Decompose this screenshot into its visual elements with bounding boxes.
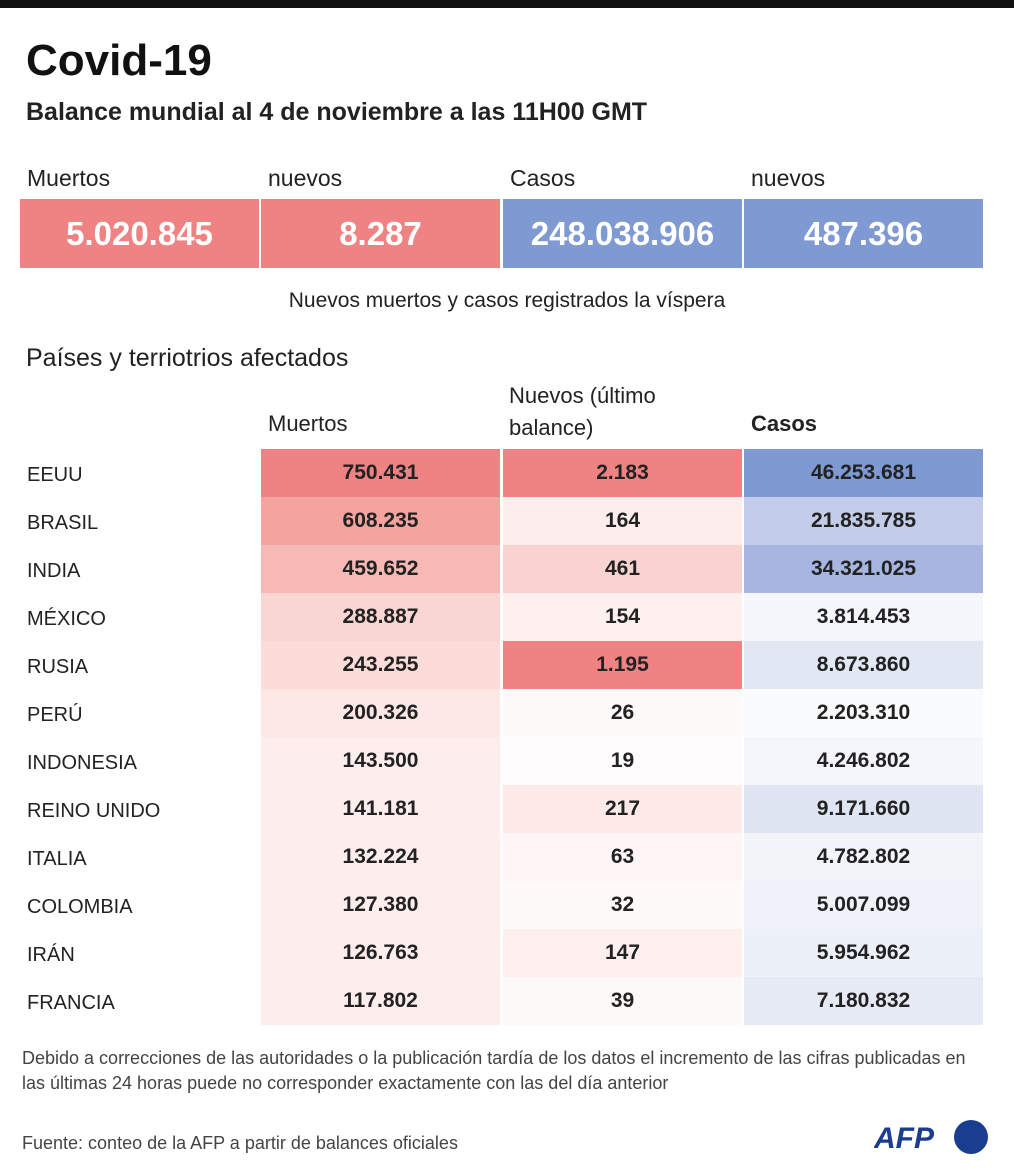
country-name: EEUU: [27, 463, 83, 486]
country-name: IRÁN: [27, 943, 75, 966]
summary-value: 8.287: [261, 199, 500, 268]
table-cell: 9.171.660: [744, 785, 983, 833]
table-cell: 117.802: [261, 977, 500, 1025]
table-cell: 46.253.681: [744, 449, 983, 497]
logo-text: AFP: [874, 1122, 935, 1155]
table-cell: 217: [503, 785, 742, 833]
table-cell: 1.195: [503, 641, 742, 689]
table-cell: 3.814.453: [744, 593, 983, 641]
column-header: Nuevos (último balance): [509, 383, 656, 440]
table-cell: 26: [503, 689, 742, 737]
source: Fuente: conteo de la AFP a partir de bal…: [22, 1133, 458, 1153]
table-cell: 7.180.832: [744, 977, 983, 1025]
table-cell: 8.673.860: [744, 641, 983, 689]
summary-value: 248.038.906: [503, 199, 742, 268]
table-cell: 127.380: [261, 881, 500, 929]
country-name: BRASIL: [27, 511, 99, 534]
logo-circle: [954, 1120, 988, 1154]
note: Nuevos muertos y casos registrados la ví…: [288, 289, 726, 312]
footnote: Debido a correcciones de las autoridades…: [22, 1048, 966, 1093]
subtitle: Balance mundial al 4 de noviembre a las …: [26, 98, 648, 126]
summary-label: Muertos: [27, 165, 111, 191]
column-header: Casos: [751, 411, 818, 436]
table-cell: 32: [503, 881, 742, 929]
table-cell: 461: [503, 545, 742, 593]
table-cell: 243.255: [261, 641, 500, 689]
country-name: MÉXICO: [27, 607, 106, 630]
table-cell: 164: [503, 497, 742, 545]
table-cell: 4.782.802: [744, 833, 983, 881]
table-cell: 459.652: [261, 545, 500, 593]
title: Covid-19: [26, 36, 212, 85]
section-title: Países y terriotrios afectados: [26, 344, 349, 372]
table-cell: 288.887: [261, 593, 500, 641]
table-cell: 147: [503, 929, 742, 977]
table-cell: 141.181: [261, 785, 500, 833]
summary-label: nuevos: [268, 165, 343, 191]
table-cell: 21.835.785: [744, 497, 983, 545]
table-cell: 19: [503, 737, 742, 785]
summary-label: Casos: [510, 165, 576, 191]
summary-value: 5.020.845: [20, 199, 259, 268]
country-name: RUSIA: [27, 655, 89, 678]
table-cell: 750.431: [261, 449, 500, 497]
country-name: INDIA: [27, 559, 81, 582]
top-bar: [0, 0, 1014, 8]
country-name: FRANCIA: [27, 991, 115, 1014]
column-header: Muertos: [268, 411, 348, 436]
country-name: INDONESIA: [27, 751, 138, 774]
table-cell: 2.183: [503, 449, 742, 497]
table-cell: 4.246.802: [744, 737, 983, 785]
summary-value: 487.396: [744, 199, 983, 268]
logo: AFP: [874, 1120, 988, 1155]
table-cell: 34.321.025: [744, 545, 983, 593]
table-cell: 132.224: [261, 833, 500, 881]
country-name: REINO UNIDO: [27, 799, 161, 822]
table-cell: 39: [503, 977, 742, 1025]
summary-label: nuevos: [751, 165, 826, 191]
country-name: PERÚ: [27, 703, 83, 726]
table-cell: 63: [503, 833, 742, 881]
country-name: COLOMBIA: [27, 895, 133, 918]
table-cell: 154: [503, 593, 742, 641]
table-cell: 200.326: [261, 689, 500, 737]
table-cell: 126.763: [261, 929, 500, 977]
table-cell: 2.203.310: [744, 689, 983, 737]
table-cell: 5.007.099: [744, 881, 983, 929]
table-cell: 5.954.962: [744, 929, 983, 977]
table-cell: 608.235: [261, 497, 500, 545]
country-name: ITALIA: [27, 847, 87, 870]
table-cell: 143.500: [261, 737, 500, 785]
